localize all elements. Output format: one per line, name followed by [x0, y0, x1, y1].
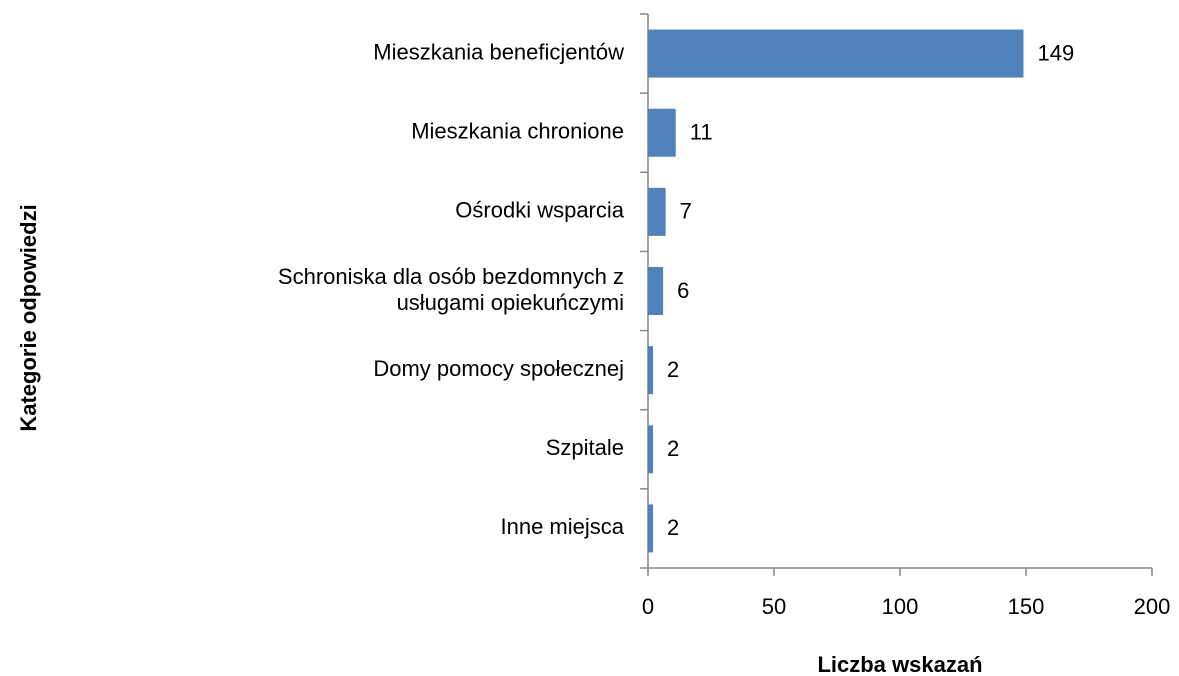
- y-tick-label: Mieszkania beneficjentów: [373, 39, 624, 64]
- y-tick-label: Schroniska dla osób bezdomnych z usługami…: [278, 264, 624, 315]
- value-label: 11: [690, 120, 713, 145]
- value-label: 2: [667, 436, 679, 461]
- value-label: 6: [677, 278, 689, 303]
- bar: [648, 267, 664, 315]
- y-tick-label: Mieszkania chronione: [411, 119, 624, 144]
- bar: [648, 346, 654, 395]
- bar: [648, 108, 676, 157]
- y-axis-title: Kategorie odpowiedzi: [16, 204, 41, 431]
- value-label: 149: [1037, 40, 1074, 65]
- x-axis-title: Liczba wskazań: [817, 652, 982, 676]
- x-tick-label: 200: [1134, 594, 1171, 619]
- bar: [648, 29, 1024, 78]
- y-tick-label: Szpitale: [546, 435, 624, 460]
- value-label: 2: [667, 515, 679, 540]
- bar: [648, 425, 654, 474]
- bar: [648, 187, 666, 236]
- value-label: 2: [667, 357, 679, 382]
- bar: [648, 504, 654, 553]
- value-label: 7: [680, 199, 692, 224]
- y-tick-label: Inne miejsca: [500, 514, 624, 539]
- x-tick-label: 150: [1008, 594, 1045, 619]
- x-tick-label: 0: [642, 594, 654, 619]
- x-tick-label: 50: [762, 594, 786, 619]
- y-tick-label: Ośrodki wsparcia: [455, 198, 624, 223]
- x-tick-label: 100: [882, 594, 919, 619]
- y-tick-label: Domy pomocy społecznej: [373, 356, 624, 381]
